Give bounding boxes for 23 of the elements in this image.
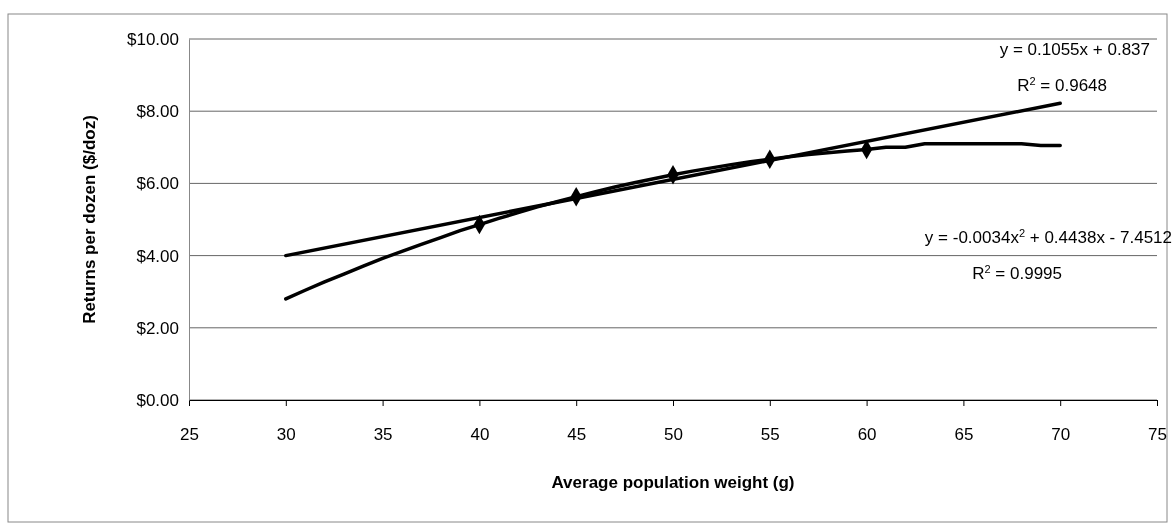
y-tick-label: $2.00	[136, 318, 179, 338]
annotation: R$^{2}$ = 0.9648	[1017, 75, 1107, 95]
y-tick-label: $6.00	[136, 174, 179, 194]
y-tick-label: $10.00	[127, 29, 179, 49]
x-tick-label: 35	[373, 425, 393, 445]
x-tick-label: 45	[567, 425, 587, 445]
x-tick-label: 55	[760, 425, 780, 445]
x-tick-label: 50	[664, 425, 683, 445]
y-tick-label: $8.00	[136, 102, 179, 122]
x-tick-label: 30	[276, 425, 296, 445]
x-tick-label: 40	[470, 425, 490, 445]
y-tick-label: $0.00	[136, 390, 179, 410]
x-axis-title: Average population weight (g)	[551, 473, 795, 492]
y-tick-label: $4.00	[136, 246, 179, 266]
x-tick-label: 25	[180, 425, 199, 445]
annotation: R$^{2}$ = 0.9995	[972, 263, 1062, 283]
annotation: y = -0.0034x$^{2}$ + 0.4438x - 7.4512	[924, 227, 1172, 247]
x-tick-label: 65	[954, 425, 974, 445]
y-axis-title: Returns per dozen ($/doz)	[80, 115, 99, 324]
x-tick-label: 60	[857, 425, 877, 445]
x-tick-label: 70	[1051, 425, 1071, 445]
annotation: y = 0.1055x + 0.837	[999, 40, 1150, 59]
x-tick-label: 75	[1148, 425, 1167, 445]
